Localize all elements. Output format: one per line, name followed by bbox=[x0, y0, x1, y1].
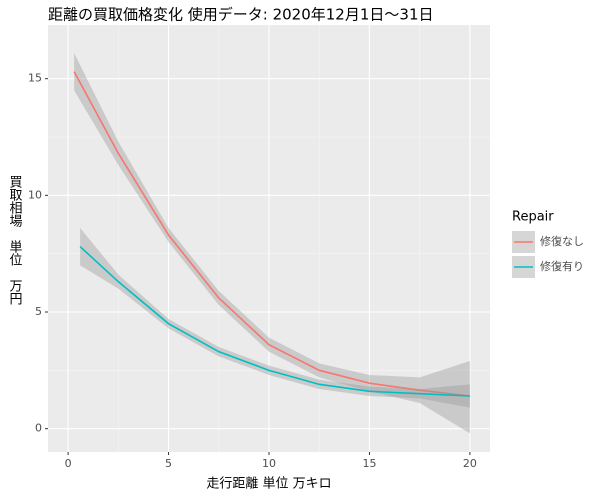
x-tick-label: 20 bbox=[463, 457, 477, 470]
legend-label: 修復なし bbox=[540, 234, 584, 248]
y-axis-title: 買取相場 単位 万円 bbox=[7, 175, 23, 305]
x-axis-title: 走行距離 単位 万キロ bbox=[206, 476, 331, 492]
y-tick-label: 15 bbox=[28, 72, 42, 85]
line bbox=[79, 246, 470, 397]
legend-title: Repair bbox=[512, 210, 554, 225]
y-tick-label: 0 bbox=[35, 422, 42, 435]
x-tick-label: 15 bbox=[362, 457, 376, 470]
y-tick-label: 10 bbox=[28, 188, 42, 201]
legend-label: 修復有り bbox=[540, 259, 584, 273]
line bbox=[73, 71, 471, 397]
confidence-band bbox=[74, 53, 470, 434]
x-tick-label: 0 bbox=[65, 457, 72, 470]
chart-title: 距離の買取価格変化 使用データ: 2020年12月1日～31日 bbox=[48, 6, 433, 24]
y-tick-label: 5 bbox=[35, 305, 42, 318]
x-tick-label: 5 bbox=[165, 457, 172, 470]
x-tick-label: 10 bbox=[262, 457, 276, 470]
